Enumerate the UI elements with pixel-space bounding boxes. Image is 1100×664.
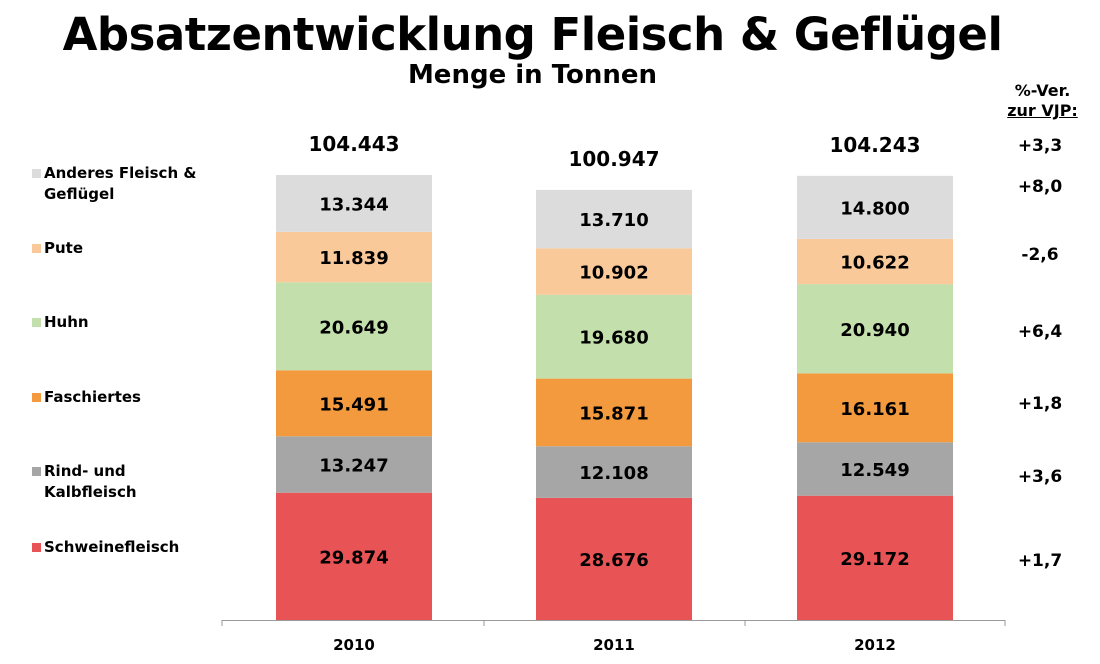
total-label: 100.947 bbox=[568, 147, 659, 171]
data-label: 10.902 bbox=[579, 263, 648, 284]
data-label: 12.549 bbox=[840, 460, 909, 481]
bar-segment bbox=[536, 446, 692, 498]
legend-item: Rind- und Kalbfleisch bbox=[32, 461, 212, 503]
x-tick-label: 2011 bbox=[593, 636, 635, 654]
legend-swatch bbox=[32, 169, 41, 178]
legend-item: Schweinefleisch bbox=[32, 537, 212, 558]
data-label: 14.800 bbox=[840, 198, 909, 219]
legend-item: Faschiertes bbox=[32, 387, 212, 408]
change-value: +6,4 bbox=[1017, 322, 1063, 342]
legend-swatch bbox=[32, 393, 41, 402]
legend-swatch bbox=[32, 543, 41, 552]
data-label: 29.172 bbox=[840, 549, 909, 570]
chart-subtitle: Menge in Tonnen bbox=[407, 60, 658, 90]
bar-segment bbox=[276, 231, 432, 283]
legend-label: Faschiertes bbox=[44, 388, 141, 406]
legend-swatch bbox=[32, 467, 41, 476]
legend-label: Schweinefleisch bbox=[44, 538, 180, 556]
legend-swatch bbox=[32, 244, 41, 253]
legend-item: Pute bbox=[32, 238, 212, 259]
change-header-sub: zur VJP: bbox=[1007, 101, 1078, 120]
bar-segment bbox=[797, 175, 953, 239]
bar-segment bbox=[276, 370, 432, 437]
bar-segment bbox=[536, 294, 692, 379]
bar-segment bbox=[797, 442, 953, 496]
data-label: 15.491 bbox=[319, 394, 388, 415]
bar-segment bbox=[797, 373, 953, 443]
bar-segment bbox=[276, 492, 432, 620]
bar-segment bbox=[797, 284, 953, 374]
change-value: +3,6 bbox=[1017, 467, 1063, 487]
data-label: 13.247 bbox=[319, 455, 388, 476]
data-label: 19.680 bbox=[579, 328, 648, 349]
data-label: 13.344 bbox=[319, 194, 388, 215]
data-label: 28.676 bbox=[579, 550, 648, 571]
change-value: +1,8 bbox=[1017, 394, 1063, 414]
chart-title: Absatzentwicklung Fleisch & Geflügel bbox=[62, 8, 1003, 61]
legend-item: Anderes Fleisch & Geflügel bbox=[32, 163, 212, 205]
total-change: +3,3 bbox=[1017, 136, 1063, 156]
bar-segment bbox=[536, 248, 692, 295]
bar-segment bbox=[536, 497, 692, 620]
x-tick-label: 2010 bbox=[333, 636, 375, 654]
data-label: 11.839 bbox=[319, 248, 388, 269]
bar-segment bbox=[797, 495, 953, 620]
bar-segment bbox=[276, 282, 432, 371]
data-label: 16.161 bbox=[840, 399, 909, 420]
bar-segment bbox=[536, 378, 692, 447]
total-label: 104.243 bbox=[829, 133, 920, 157]
legend-label: Pute bbox=[44, 239, 84, 257]
change-header: %-Ver. bbox=[1014, 81, 1071, 100]
data-label: 13.710 bbox=[579, 210, 648, 231]
data-label: 20.940 bbox=[840, 320, 909, 341]
bar-segment bbox=[797, 238, 953, 285]
data-label: 12.108 bbox=[579, 463, 648, 484]
bar-segment bbox=[276, 174, 432, 232]
bar-segment bbox=[536, 189, 692, 249]
data-label: 29.874 bbox=[319, 547, 388, 568]
legend-swatch bbox=[32, 318, 41, 327]
bar-segment bbox=[276, 436, 432, 493]
legend-item: Huhn bbox=[32, 312, 212, 333]
legend-label: Rind- und Kalbfleisch bbox=[44, 462, 137, 501]
legend-label: Huhn bbox=[44, 313, 89, 331]
data-label: 10.622 bbox=[840, 253, 909, 274]
change-value: +8,0 bbox=[1017, 177, 1063, 197]
data-label: 20.649 bbox=[319, 317, 388, 338]
change-value: -2,6 bbox=[1021, 245, 1059, 265]
change-value: +1,7 bbox=[1017, 551, 1063, 571]
total-label: 104.443 bbox=[308, 132, 399, 156]
x-tick-label: 2012 bbox=[854, 636, 896, 654]
data-label: 15.871 bbox=[579, 403, 648, 424]
legend-label: Anderes Fleisch & Geflügel bbox=[44, 164, 197, 203]
